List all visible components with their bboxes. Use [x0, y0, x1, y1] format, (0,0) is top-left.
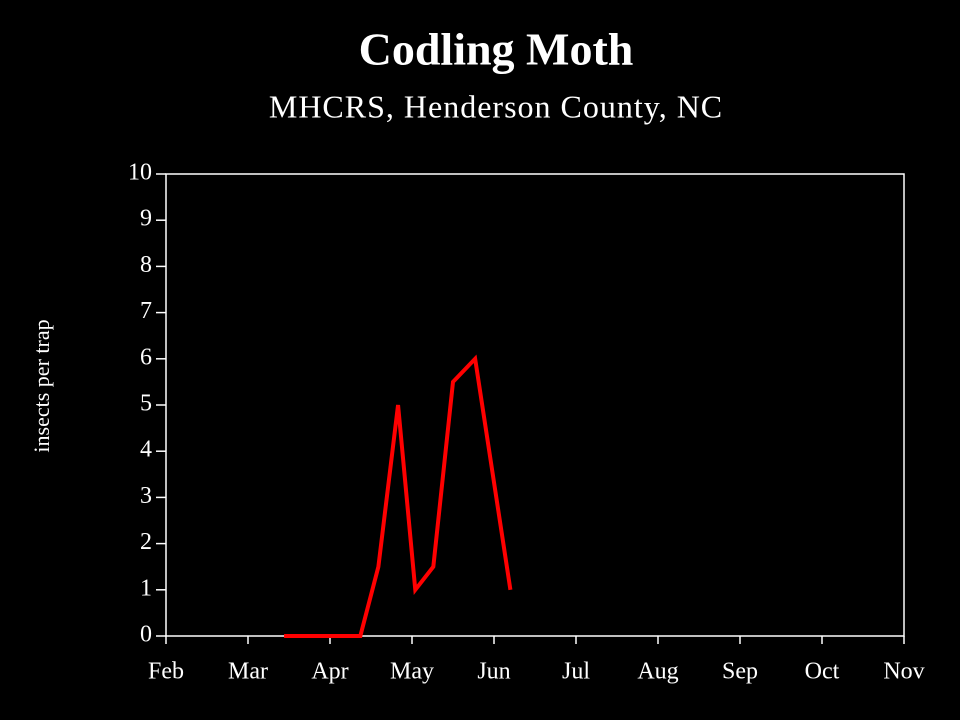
y-tick-label: 7	[140, 298, 152, 324]
x-tick-label: Feb	[148, 659, 184, 685]
y-tick-label: 8	[140, 252, 152, 278]
y-tick-label: 5	[140, 391, 152, 417]
y-tick-label: 3	[140, 483, 152, 509]
x-tick-label: Oct	[805, 659, 840, 685]
y-tick-label: 2	[140, 529, 152, 555]
x-tick-label: Apr	[311, 659, 348, 685]
y-tick-label: 6	[140, 344, 152, 370]
y-tick-label: 0	[140, 622, 152, 648]
chart-title: Codling Moth	[359, 24, 634, 75]
x-tick-label: Aug	[637, 659, 678, 685]
y-tick-label: 4	[140, 437, 152, 463]
x-tick-label: Mar	[228, 659, 268, 685]
y-tick-label: 10	[128, 160, 152, 186]
y-axis-label: insects per trap	[29, 319, 54, 452]
x-tick-label: Sep	[722, 659, 758, 685]
y-tick-label: 9	[140, 206, 152, 232]
chart-subtitle: MHCRS, Henderson County, NC	[269, 88, 723, 124]
x-tick-label: May	[390, 659, 434, 685]
y-tick-label: 1	[140, 575, 152, 601]
x-tick-label: Jun	[477, 659, 510, 685]
x-tick-label: Nov	[883, 659, 924, 685]
x-tick-label: Jul	[562, 659, 590, 685]
data-line	[284, 354, 513, 638]
